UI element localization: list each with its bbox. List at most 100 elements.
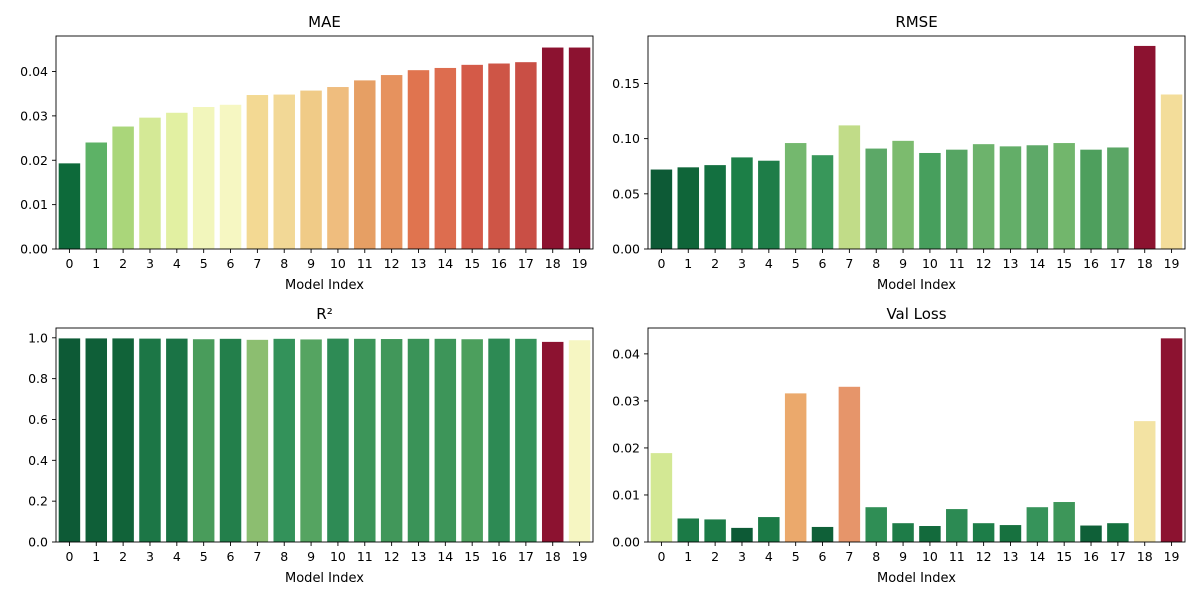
rmse-bar [838,125,861,249]
r2-bar [85,338,108,542]
val-loss-bar [999,525,1022,542]
rmse-x-tick-label: 3 [738,256,746,271]
rmse-axes-frame [647,35,1186,250]
rmse-bar [999,146,1022,249]
mae-x-tick-label: 7 [253,256,261,271]
rmse-x-tick-label: 13 [1003,256,1019,271]
val-loss-bar [784,393,807,542]
val-loss-x-tick-label: 16 [1083,549,1099,564]
r2-x-tick-label: 5 [200,549,208,564]
r2-y-tick-label: 1.0 [28,330,48,345]
rmse-y-tick-label: 0.05 [612,186,640,201]
mae-x-tick-label: 10 [330,256,346,271]
mae-bar [219,104,242,249]
mae-bar [327,87,349,249]
val-loss-x-tick-label: 8 [872,549,880,564]
rmse-x-tick-label: 14 [1029,256,1045,271]
rmse-x-tick-label: 10 [922,256,938,271]
r2-bar [407,338,430,542]
rmse-chart-title: RMSE [895,13,937,31]
mae-bar [246,95,269,250]
mae-x-tick-label: 17 [518,256,534,271]
mae-bar [166,112,188,250]
rmse-x-tick-label: 7 [845,256,853,271]
val-loss-x-tick-label: 5 [792,549,800,564]
r2-x-tick-label: 3 [146,549,154,564]
mae-x-tick-label: 4 [173,256,181,271]
mae-bar [139,117,161,250]
r2-x-tick-label: 8 [280,549,288,564]
r2-x-tick-label: 15 [464,549,480,564]
rmse-bar [1107,147,1129,249]
val-loss-bar [892,523,914,542]
r2-x-tick-label: 11 [357,549,373,564]
val-loss-x-tick-label: 2 [711,549,719,564]
r2-bar [246,339,269,542]
rmse-bar [972,144,995,249]
r2-x-tick-label: 1 [92,549,100,564]
mae-x-tick-label: 1 [92,256,100,271]
rmse-bar [758,160,780,249]
r2-x-tick-label: 12 [384,549,400,564]
mae-x-tick-label: 8 [280,256,288,271]
mae-bar [407,70,430,249]
mae-bar [515,62,537,250]
r2-bar [461,339,483,542]
rmse-bar [677,167,700,249]
mae-bar [112,126,134,249]
val-loss-bar [919,526,941,542]
r2-y-tick-label: 0.2 [28,494,48,509]
rmse-x-tick-label: 12 [976,256,992,271]
mae-bar [568,47,591,249]
mae-x-tick-label: 11 [357,256,373,271]
val-loss-x-tick-label: 4 [765,549,773,564]
mae-x-tick-label: 15 [464,256,480,271]
rmse-x-tick-label: 0 [657,256,665,271]
rmse-bar [704,165,726,249]
mae-y-tick-label: 0.03 [20,108,48,123]
val-loss-x-tick-label: 15 [1056,549,1072,564]
val-loss-bar [1080,525,1102,542]
rmse-x-tick-label: 6 [819,256,827,271]
val-loss-x-tick-label: 10 [922,549,938,564]
mae-chart-title: MAE [308,13,341,31]
val-loss-x-tick-label: 9 [899,549,907,564]
r2-x-tick-label: 14 [437,549,453,564]
mae-y-tick-label: 0.01 [20,197,48,212]
val-loss-bar [865,507,887,542]
r2-x-tick-label: 16 [491,549,507,564]
val-loss-bar [758,517,780,542]
val-loss-chart: 0 1 2 3 4 5 6 7 8 9 10 11 12 13 14 15 16 17 18 190.000.010.… [612,305,1186,586]
r2-bar [219,338,242,542]
mae-bar [58,163,81,249]
val-loss-y-tick-label: 0.01 [612,487,640,502]
val-loss-bar [972,523,995,542]
rmse-bar [892,140,914,249]
r2-bar [273,338,295,542]
r2-x-tick-label: 9 [307,549,315,564]
r2-y-tick-label: 0.0 [28,535,48,550]
mae-x-tick-label: 0 [65,256,73,271]
val-loss-chart-title: Val Loss [886,305,946,323]
r2-bar [327,338,349,542]
rmse-x-tick-label: 15 [1056,256,1072,271]
r2-x-tick-label: 0 [65,549,73,564]
mae-x-tick-label: 13 [411,256,427,271]
val-loss-bar [1160,338,1183,542]
rmse-bar [811,155,834,249]
r2-bar [488,338,510,542]
r2-x-tick-label: 13 [411,549,427,564]
val-loss-x-tick-label: 1 [684,549,692,564]
rmse-bar [865,148,887,249]
r2-bar [300,339,322,542]
r2-y-tick-label: 0.4 [28,453,48,468]
mae-bar [541,47,564,249]
val-loss-bar [1026,507,1049,542]
rmse-bar [1160,94,1183,250]
rmse-bar [1080,149,1102,249]
val-loss-bar [731,527,753,542]
val-loss-bar [1133,421,1156,542]
mae-bar [192,107,215,249]
mae-bar [434,67,457,249]
